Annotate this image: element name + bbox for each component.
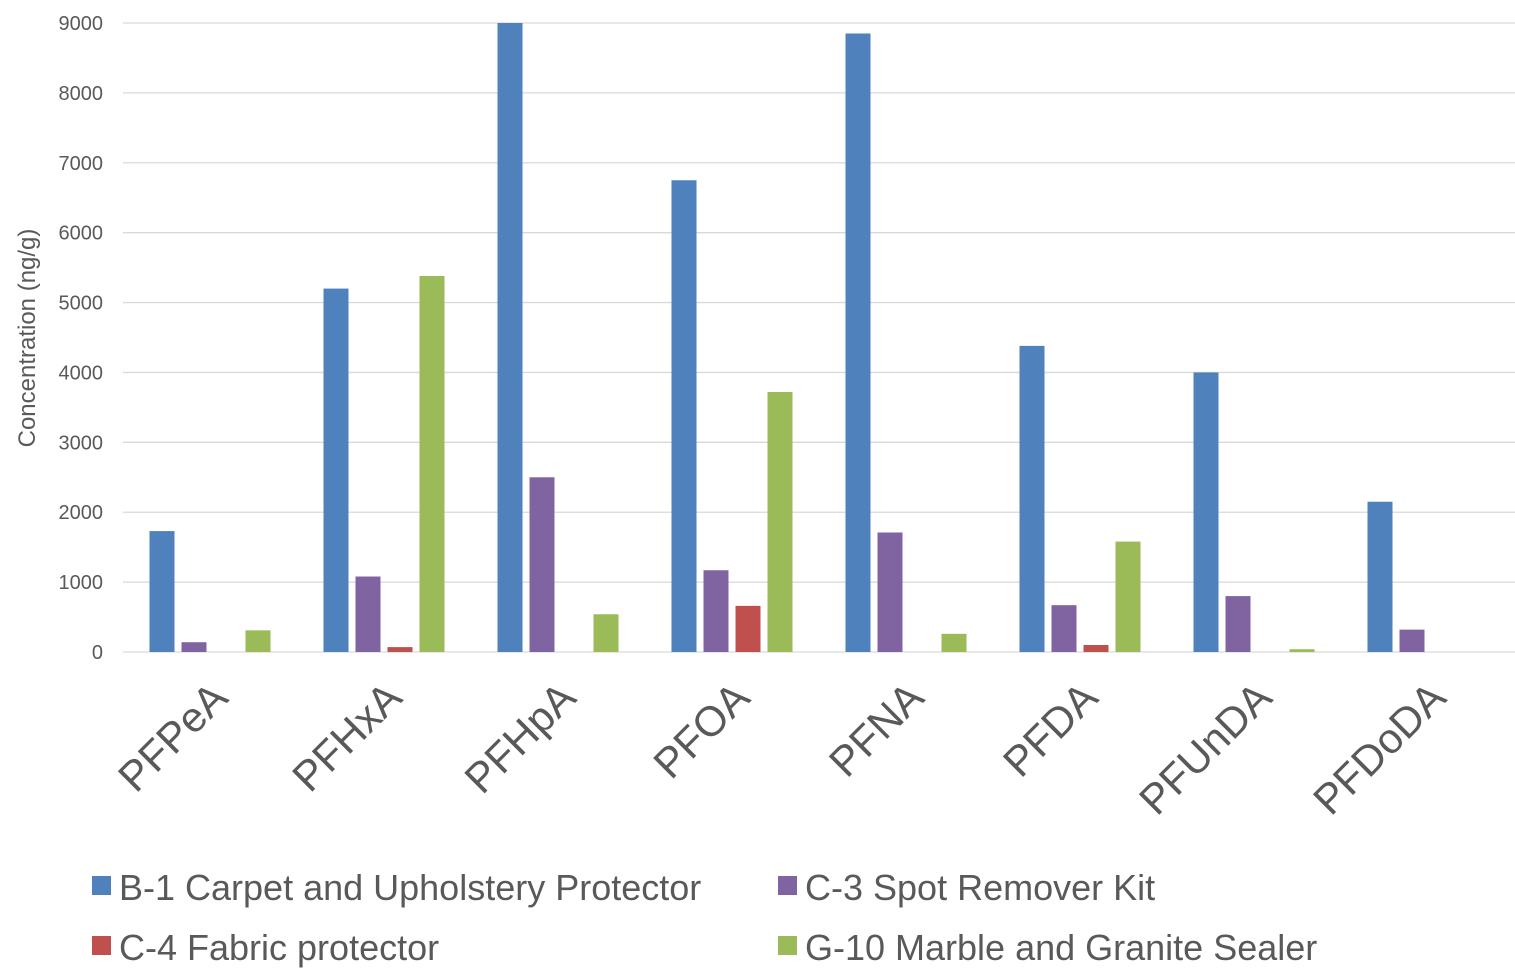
y-tick-label: 5000 (59, 293, 104, 315)
bar (149, 531, 175, 652)
x-category-label: PFHxA (283, 673, 410, 800)
bar (703, 570, 729, 652)
bar (767, 392, 793, 652)
bar (1225, 596, 1251, 652)
bar (1289, 649, 1315, 652)
bar (387, 647, 413, 652)
bar (1399, 629, 1425, 652)
y-tick-label: 2000 (59, 502, 104, 524)
y-tick-label: 1000 (59, 572, 104, 594)
y-tick-label: 7000 (59, 153, 104, 175)
bar (877, 532, 903, 652)
bar (845, 33, 871, 652)
x-category-label: PFPeA (109, 673, 236, 800)
bar (181, 642, 207, 652)
bar (735, 605, 761, 652)
x-category-label: PFOA (644, 673, 758, 787)
bar (941, 633, 967, 652)
y-axis-ticks: 0 1000 2000 3000 4000 5000 6000 7000 8000 9000 (59, 13, 104, 664)
bar (497, 23, 523, 652)
bar (1019, 345, 1045, 652)
y-tick-label: 4000 (59, 362, 104, 384)
bar (1051, 605, 1077, 652)
x-category-label: PFDoDA (1304, 673, 1454, 823)
bar (355, 576, 381, 652)
y-tick-label: 6000 (59, 223, 104, 245)
gridlines (123, 22, 1515, 653)
x-category-label: PFHpA (455, 673, 584, 802)
legend: B-1 Carpet and Upholstery Protector C-3 S… (92, 867, 1317, 968)
bar (419, 275, 445, 652)
x-category-label: PFNA (820, 673, 932, 785)
legend-label: C-4 Fabric protector (119, 927, 439, 968)
bar (593, 614, 619, 652)
bar (1083, 645, 1109, 652)
bar (529, 477, 555, 652)
y-tick-label: 3000 (59, 432, 104, 454)
bars (149, 23, 1425, 652)
legend-label: C-3 Spot Remover Kit (805, 867, 1155, 908)
legend-swatch (92, 876, 111, 895)
legend-swatch (778, 936, 797, 955)
legend-swatch (778, 876, 797, 895)
bar (245, 630, 271, 652)
bar (1367, 501, 1393, 652)
legend-label: B-1 Carpet and Upholstery Protector (119, 867, 701, 908)
y-tick-label: 9000 (59, 13, 104, 35)
y-tick-label: 8000 (59, 83, 104, 105)
bar (323, 288, 349, 652)
x-axis-categories: PFPeA PFHxA PFHpA PFOA PFNA PFDA PFUnDA PFDoDA (109, 673, 1454, 823)
x-category-label: PFDA (994, 673, 1106, 785)
legend-label: G-10 Marble and Granite Sealer (805, 927, 1317, 968)
legend-swatch (92, 936, 111, 955)
x-category-label: PFUnDA (1130, 673, 1280, 823)
y-axis-label: Concentration (ng/g) (14, 229, 41, 448)
y-tick-label: 0 (92, 642, 103, 664)
bar (1115, 541, 1141, 652)
bar (671, 180, 697, 652)
bar (1193, 372, 1219, 652)
